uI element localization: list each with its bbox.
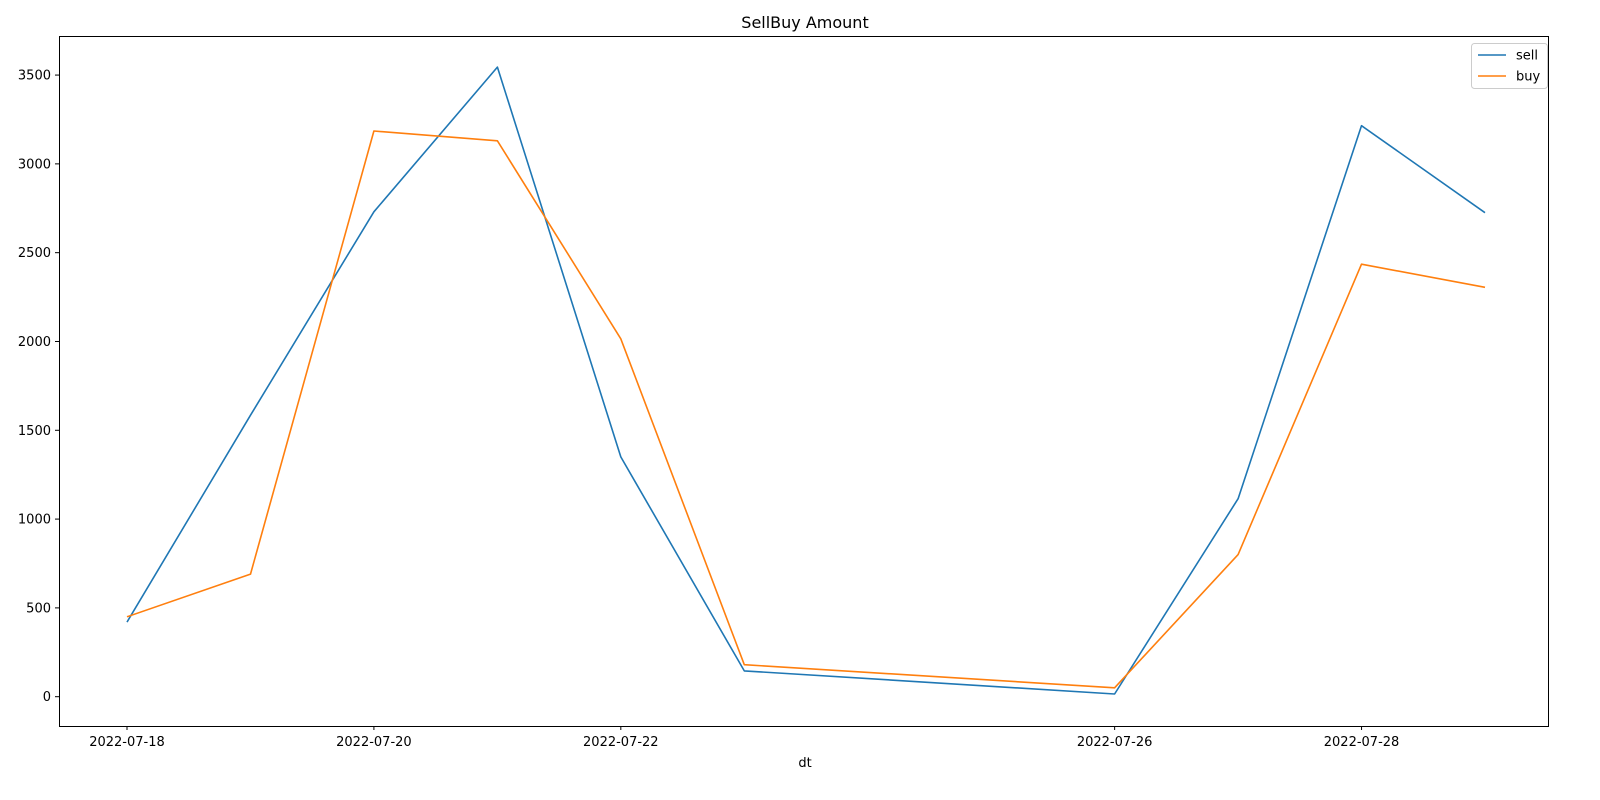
x-axis-label: dt — [798, 756, 811, 771]
y-tick-label: 2000 — [18, 335, 51, 350]
y-tick-label: 3000 — [18, 157, 51, 172]
series-lines — [126, 66, 1486, 695]
series-line-sell — [126, 66, 1486, 695]
series-line-buy — [126, 130, 1486, 689]
y-tick-label: 500 — [26, 601, 51, 616]
x-tick-label: 2022-07-20 — [336, 735, 412, 750]
legend: sell buy — [1471, 43, 1548, 89]
y-axis-ticks: 0 500 1000 1500 2000 2500 3000 3500 — [18, 69, 59, 705]
legend-label-buy: buy — [1516, 70, 1540, 85]
y-tick-label: 3500 — [18, 69, 51, 84]
legend-label-sell: sell — [1516, 49, 1538, 64]
x-tick-label: 2022-07-28 — [1324, 735, 1400, 750]
x-tick-label: 2022-07-22 — [583, 735, 659, 750]
chart-title: SellBuy Amount — [741, 13, 868, 32]
legend-items: sell buy — [1478, 49, 1540, 85]
y-tick-label: 1000 — [18, 513, 51, 528]
x-axis-ticks: 2022-07-18 2022-07-20 2022-07-22 2022-07-26… — [89, 726, 1399, 750]
y-tick-label: 2500 — [18, 246, 51, 261]
x-tick-label: 2022-07-18 — [89, 735, 165, 750]
x-tick-label: 2022-07-26 — [1077, 735, 1153, 750]
plot-frame — [59, 36, 1549, 727]
y-tick-label: 1500 — [18, 424, 51, 439]
y-tick-label: 0 — [43, 690, 51, 705]
